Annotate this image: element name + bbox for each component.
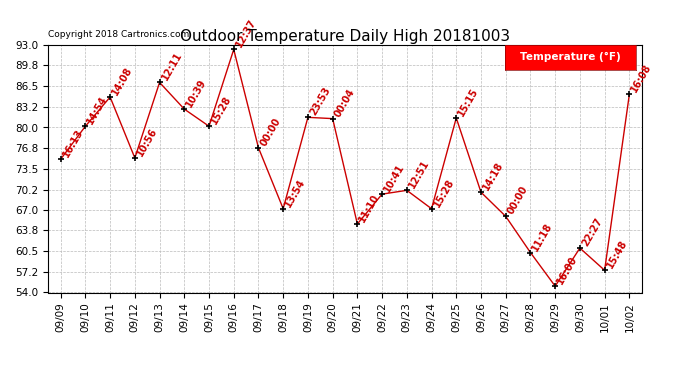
Text: 15:48: 15:48 (604, 238, 629, 270)
Text: 11:18: 11:18 (531, 220, 555, 252)
Text: 00:00: 00:00 (506, 184, 530, 216)
Text: 00:04: 00:04 (333, 87, 357, 118)
Text: 15:28: 15:28 (209, 94, 233, 126)
Text: 15:15: 15:15 (456, 86, 480, 118)
Text: 14:08: 14:08 (110, 65, 135, 97)
Text: 10:39: 10:39 (184, 77, 208, 109)
Text: 12:37: 12:37 (234, 18, 258, 50)
Text: Copyright 2018 Cartronics.com: Copyright 2018 Cartronics.com (48, 30, 190, 39)
Text: 10:41: 10:41 (382, 162, 406, 194)
Text: 22:27: 22:27 (580, 216, 604, 248)
Text: 15:28: 15:28 (431, 177, 456, 209)
Text: 12:51: 12:51 (407, 159, 431, 190)
Text: 23:53: 23:53 (308, 86, 332, 117)
Text: 14:18: 14:18 (481, 160, 505, 192)
Text: 11:10: 11:10 (357, 192, 382, 224)
Text: 16:08: 16:08 (629, 63, 653, 94)
Text: 16:13: 16:13 (61, 128, 85, 159)
Text: 00:00: 00:00 (259, 116, 283, 148)
Text: 10:56: 10:56 (135, 126, 159, 158)
Text: 13:54: 13:54 (283, 177, 307, 209)
Text: 14:54: 14:54 (86, 94, 110, 126)
Text: 16:00: 16:00 (555, 254, 580, 286)
Text: 12:11: 12:11 (159, 51, 184, 82)
Title: Outdoor Temperature Daily High 20181003: Outdoor Temperature Daily High 20181003 (180, 29, 510, 44)
